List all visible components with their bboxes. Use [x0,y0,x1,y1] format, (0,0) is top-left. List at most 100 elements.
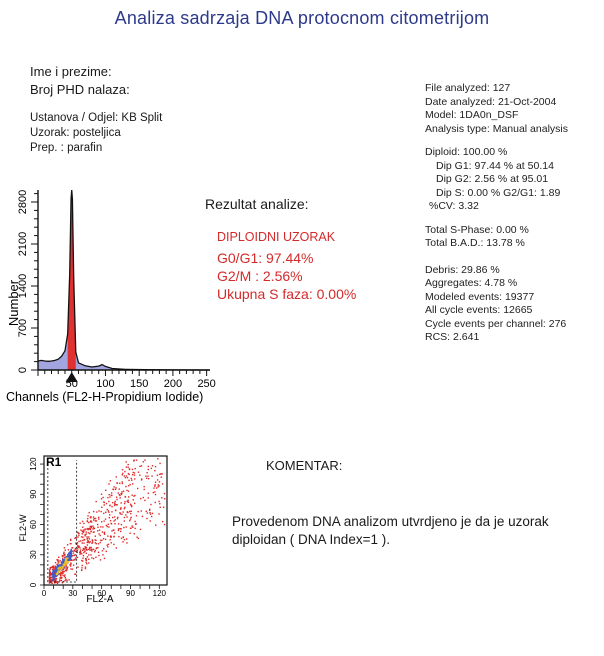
scatter-point [63,556,66,559]
scatter-point [50,576,52,579]
scatter-point [87,521,90,524]
scatter-point [120,530,122,533]
result-g0g1: G0/G1: 97.44% [217,250,314,266]
scatter-point [134,494,136,497]
scatter-point [149,520,151,522]
scatter-point [140,479,143,481]
scatter-point [92,557,95,560]
scatter-point [87,532,90,534]
scatter-point [120,537,123,540]
scatter-point [94,549,96,552]
scatter-point [84,546,86,548]
scatter-point [89,527,91,529]
scatter-point [154,491,156,493]
scatter-point [65,578,67,580]
scatter-point [54,565,57,568]
scatter-point [158,485,160,487]
scatter-point [74,573,77,575]
histogram-y-tick-label: 0 [17,367,29,373]
scatter-point [74,537,76,540]
scatter-point [139,465,141,468]
scatter-point [98,518,100,520]
scatter-point [101,539,103,542]
scatter-point [151,475,153,477]
scatter-point [131,479,133,481]
scatter-point [91,542,93,544]
scatter-point [105,511,107,513]
scatter-point [144,499,146,502]
scatter-point [125,485,127,488]
scatter-y-tick-label: 90 [29,489,38,498]
patient-name-label: Ime i prezime: [30,64,112,79]
scatter-point [155,524,157,526]
scatter-point [105,524,108,527]
scatter-point [86,549,88,551]
scatter-dense-point [52,579,55,582]
scatter-point [51,582,53,584]
cv-value: %CV: 3.32 [429,200,479,212]
scatter-point [85,559,88,561]
scatter-point [81,553,83,555]
scatter-point [154,485,156,487]
scatter-point [127,485,130,487]
scatter-point [77,546,80,549]
scatter-point [158,513,160,515]
scatter-point [102,538,105,540]
scatter-point [59,575,62,577]
scatter-point [145,477,148,480]
scatter-point [70,568,72,570]
scatter-point [152,491,155,494]
scatter-point [140,510,143,512]
scatter-point [53,567,56,569]
scatter-point [133,472,136,474]
scatter-point [130,505,133,507]
scatter-dense-point [65,556,67,559]
scatter-point [91,548,93,551]
scatter-point [84,547,87,549]
scatter-point [115,476,117,478]
scatter-point [121,492,123,495]
scatter-point [95,520,98,522]
scatter-point [75,557,77,559]
scatter-point [75,536,77,539]
scatter-point [79,522,81,524]
scatter-point [123,507,126,510]
scatter-point [131,468,134,471]
scatter-point [147,497,149,499]
scatter-point [58,556,60,559]
scatter-point [108,511,110,513]
scatter-point [60,579,63,582]
scatter-point [85,546,88,549]
scatter-point [129,518,132,520]
scatter-point [69,542,72,545]
scatter-point [49,571,51,573]
scatter-point [55,581,58,584]
scatter-y-tick-label: 30 [29,550,38,559]
scatter-point [121,482,124,485]
scatter-point [120,528,122,530]
modeled-events: Modeled events: 19377 [425,290,535,303]
scatter-point [50,574,52,577]
scatter-point [70,563,72,565]
scatter-point [54,579,57,581]
scatter-point [85,548,88,550]
scatter-point [87,517,89,520]
scatter-point [86,537,89,540]
sample-text: Uzorak: posteljica [30,127,121,139]
scatter-point [49,578,51,581]
scatter-point [116,498,118,501]
scatter-point [156,479,159,481]
scatter-point [157,484,160,486]
scatter-point [88,558,90,561]
scatter-point [78,545,80,548]
scatter-point [126,476,129,479]
scatter-point [66,544,69,546]
scatter-point [161,497,163,499]
scatter-point [125,466,128,468]
scatter-point [135,515,138,517]
scatter-ylabel: FL2-W [18,514,28,542]
scatter-point [100,498,103,500]
scatter-point [76,556,79,559]
scatter-point [52,565,54,567]
scatter-point [98,516,100,519]
